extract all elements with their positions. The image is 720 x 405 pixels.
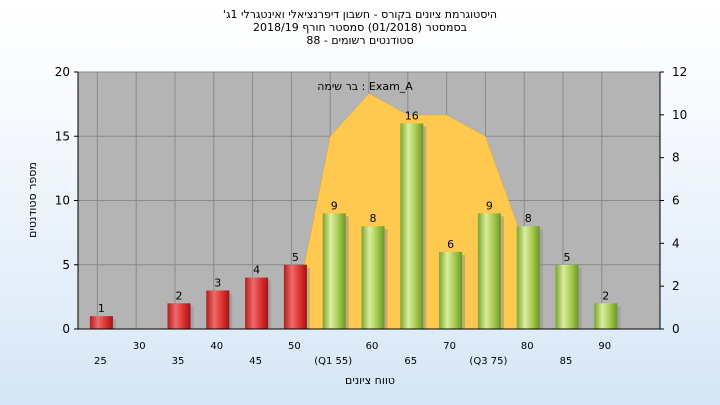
left-tick-label: 0 [62, 322, 70, 336]
data-label: 8 [370, 212, 377, 225]
chart-title: 'היסטוגרמת ציונים בקורס - חשבון דיפרנציא… [222, 8, 498, 21]
right-tick-label: 2 [672, 279, 680, 293]
x-tick-label: 90 [598, 341, 611, 352]
data-label: 9 [486, 199, 493, 212]
right-tick-label: 8 [672, 151, 680, 165]
chart-subtitle-semester: בסמסטר (01/2018) סמסטר חורף 2018/19 [253, 21, 467, 34]
data-label: 4 [253, 264, 260, 277]
x-tick-label: 35 [172, 356, 185, 367]
x-tick-label: 45 [249, 356, 262, 367]
bar [477, 213, 501, 329]
legend-label: בר שימה : Exam_A [317, 80, 413, 93]
y-axis-label: מספר סטודנטים [26, 162, 39, 238]
bar [516, 226, 540, 329]
bar [167, 303, 191, 329]
right-tick-label: 10 [672, 108, 687, 122]
x-tick-label: 65 [404, 356, 417, 367]
left-tick-label: 5 [62, 258, 70, 272]
left-tick-label: 15 [55, 129, 70, 143]
right-tick-label: 12 [672, 65, 687, 79]
right-tick-label: 6 [672, 194, 680, 208]
bar [361, 226, 385, 329]
x-tick-label: 60 [366, 341, 379, 352]
data-label: 8 [525, 212, 532, 225]
chart-header: 'היסטוגרמת ציונים בקורס - חשבון דיפרנציא… [0, 8, 720, 47]
left-tick-label: 10 [55, 194, 70, 208]
x-axis-label: טווח ציונים [345, 374, 395, 387]
data-label: 5 [292, 251, 299, 264]
right-tick-label: 4 [672, 236, 680, 250]
right-tick-label: 0 [672, 322, 680, 336]
x-tick-label: 80 [521, 341, 534, 352]
data-label: 9 [331, 199, 338, 212]
bar [89, 316, 113, 329]
x-tick-label: 30 [133, 341, 146, 352]
x-tick-label: 85 [560, 356, 573, 367]
data-label: 6 [447, 238, 454, 251]
data-label: 2 [602, 289, 609, 302]
bar [322, 213, 346, 329]
data-label: 5 [564, 251, 571, 264]
bar [439, 251, 463, 329]
data-label: 2 [176, 289, 183, 302]
data-label: 1 [98, 302, 105, 315]
bar [245, 277, 269, 329]
data-label: 16 [405, 109, 419, 122]
x-tick-label: 25 [94, 356, 107, 367]
data-label: 3 [214, 276, 221, 289]
bar [400, 123, 424, 330]
bar [283, 264, 307, 329]
x-tick-label: 70 [443, 341, 456, 352]
x-tick-label: (Q3 75) [469, 356, 507, 367]
bar [206, 290, 230, 329]
chart-subtitle-students: סטודנטים רשומים - 88 [306, 34, 414, 47]
x-tick-label: 50 [288, 341, 301, 352]
x-tick-label: (Q1 55) [314, 356, 352, 367]
bars-layer [89, 123, 621, 330]
left-tick-label: 20 [55, 65, 70, 79]
x-tick-label: 40 [210, 341, 223, 352]
data-labels-layer: 1 2 3 4 5 9 8 16 6 9 8 5 2 [98, 109, 609, 315]
bar [555, 264, 579, 329]
bar [594, 303, 618, 329]
